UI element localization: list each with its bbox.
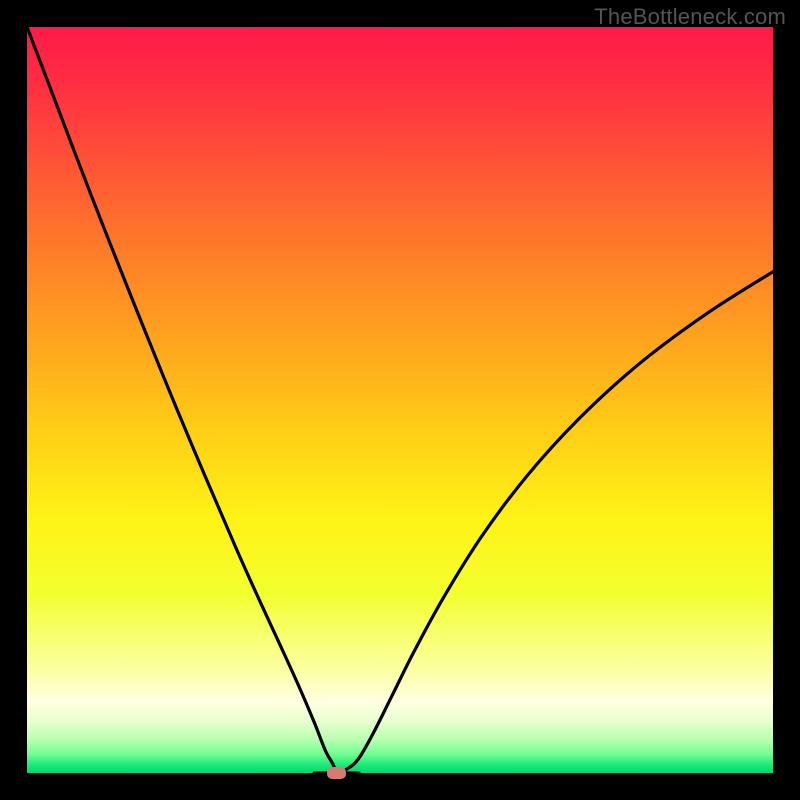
- plot-area: [27, 27, 773, 773]
- bottleneck-curve: [27, 27, 773, 773]
- valley-marker: [327, 767, 346, 779]
- chart-frame: TheBottleneck.com: [0, 0, 800, 800]
- watermark-text: TheBottleneck.com: [594, 4, 786, 30]
